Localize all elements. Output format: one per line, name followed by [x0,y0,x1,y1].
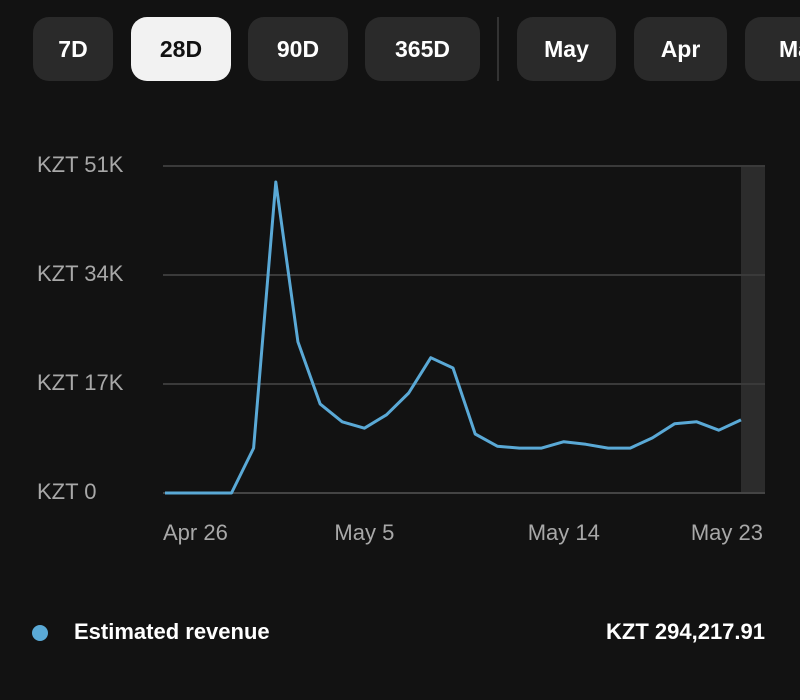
x-tick-label: May 5 [334,520,394,545]
series-line [165,180,742,495]
x-tick-label: May 23 [691,520,763,545]
total-value: KZT 294,217.91 [606,619,765,644]
y-tick-label: KZT 51K [37,152,124,177]
y-tick-label: KZT 0 [37,479,97,504]
range-tabs: 7D 28D 90D 365D May Apr Ma [0,17,800,81]
tab[interactable]: Ma [745,17,800,81]
y-tick-label: KZT 34K [37,261,124,286]
tab[interactable]: 365D [365,17,480,81]
tab[interactable]: Apr [634,17,727,81]
tab[interactable]: 28D [131,17,231,81]
legend-label: Estimated revenue [74,619,270,644]
current-day-highlight [741,166,765,493]
y-tick-label: KZT 17K [37,370,124,395]
separator [497,17,499,81]
tab[interactable]: May [517,17,616,81]
x-tick-label: May 14 [528,520,600,545]
tab[interactable]: 7D [33,17,113,81]
legend-dot [32,625,48,641]
tab[interactable]: 90D [248,17,348,81]
x-tick-label: Apr 26 [163,520,228,545]
